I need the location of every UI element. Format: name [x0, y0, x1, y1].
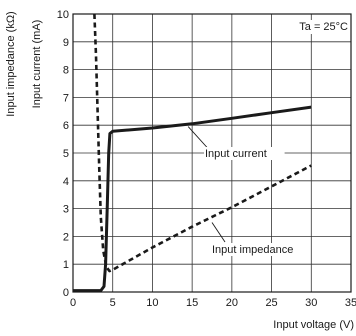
- input-impedance-line: [93, 13, 312, 273]
- x-tick-label: 30: [305, 297, 317, 309]
- x-tick-label: 25: [265, 297, 277, 309]
- y-axis-label-impedance: Input impedance (kΩ): [5, 11, 17, 116]
- y-axis-label-current: Input current (mA): [31, 20, 43, 109]
- y-tick-label: 1: [63, 259, 69, 271]
- y-tick-label: 10: [57, 9, 69, 21]
- y-tick-label: 0: [63, 287, 69, 299]
- annotation-label: Input impedance: [212, 244, 293, 256]
- y-tick-label: 9: [63, 37, 69, 49]
- condition-label: Ta = 25°C: [299, 21, 348, 33]
- y-tick-label: 4: [63, 176, 69, 188]
- y-tick-label: 8: [63, 65, 69, 77]
- x-tick-label: 0: [70, 297, 76, 309]
- annotation-leader: [211, 222, 226, 243]
- x-tick-label: 20: [226, 297, 238, 309]
- annotations: Input current Input impedance: [187, 126, 304, 256]
- y-tick-label: 3: [63, 204, 69, 216]
- y-tick-label: 2: [63, 231, 69, 243]
- x-tick-label: 5: [110, 297, 116, 309]
- tick-labels: 0 5 10 15 20 25 30 35 0 1 2 3 4 5 6 7 8 9 10: [57, 9, 356, 309]
- x-axis-label: Input voltage (V): [273, 319, 354, 331]
- plot-frame: [72, 13, 352, 293]
- x-tick-label: 15: [186, 297, 198, 309]
- annotation-backing: [211, 243, 304, 256]
- x-tick-label: 35: [345, 297, 356, 309]
- annotation-label: Input current: [205, 148, 267, 160]
- series: [73, 13, 312, 293]
- y-tick-label: 6: [63, 120, 69, 132]
- annotation-backing: [204, 147, 285, 160]
- y-tick-label: 5: [63, 148, 69, 160]
- x-tick-label: 10: [146, 297, 158, 309]
- condition-backing: [296, 20, 352, 34]
- input-current-line: [73, 105, 312, 293]
- y-tick-label: 7: [63, 92, 69, 104]
